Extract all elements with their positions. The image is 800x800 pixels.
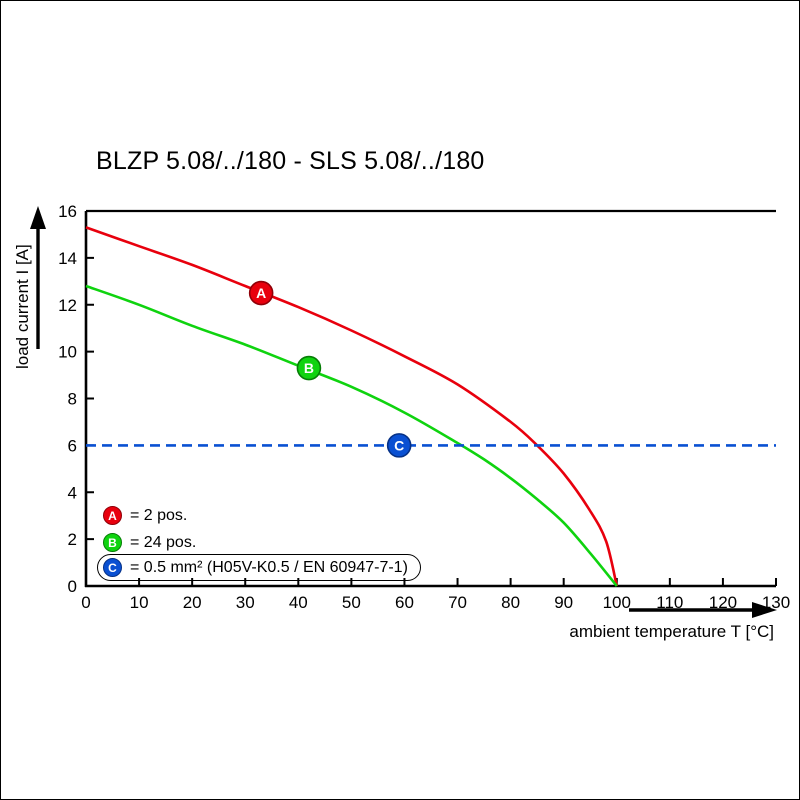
curve-b xyxy=(85,284,618,587)
marker-c-letter: C xyxy=(394,437,404,453)
x-tick-label: 50 xyxy=(342,593,361,612)
x-tick-label: 30 xyxy=(236,593,255,612)
marker-c-icon xyxy=(386,433,412,458)
marker-b-letter: B xyxy=(304,360,314,376)
y-tick-label: 6 xyxy=(68,436,77,455)
y-tick-label: 14 xyxy=(58,249,77,268)
x-axis-label: ambient temperature T [°C] xyxy=(569,622,774,641)
marker-b-icon xyxy=(296,355,322,381)
x-tick-label: 10 xyxy=(130,593,149,612)
y-tick-label: 10 xyxy=(58,343,77,362)
y-tick-label: 12 xyxy=(58,296,77,315)
y-tick-label: 16 xyxy=(58,202,77,221)
x-tick-label: 100 xyxy=(603,593,631,612)
y-axis-arrowhead-icon xyxy=(30,206,46,229)
y-tick-label: 4 xyxy=(68,483,77,502)
marker-a-icon xyxy=(248,280,274,306)
x-tick-label: 40 xyxy=(289,593,308,612)
y-tick-label: 2 xyxy=(68,530,77,549)
x-axis-arrowhead-icon xyxy=(752,602,777,618)
x-tick-label: 120 xyxy=(709,593,737,612)
x-tick-label: 130 xyxy=(762,593,790,612)
x-tick-label: 80 xyxy=(501,593,520,612)
x-tick-label: 90 xyxy=(554,593,573,612)
y-tick-label: 0 xyxy=(68,577,77,596)
curve-a xyxy=(85,226,619,587)
x-tick-label: 60 xyxy=(395,593,414,612)
y-tick-label: 8 xyxy=(68,390,77,409)
x-tick-label: 0 xyxy=(81,593,90,612)
x-tick-label: 70 xyxy=(448,593,467,612)
chart-title: BLZP 5.08/../180 - SLS 5.08/../180 xyxy=(96,147,485,175)
x-tick-label: 110 xyxy=(656,593,683,612)
marker-a-letter: A xyxy=(256,285,266,301)
x-tick-label: 20 xyxy=(183,593,202,612)
